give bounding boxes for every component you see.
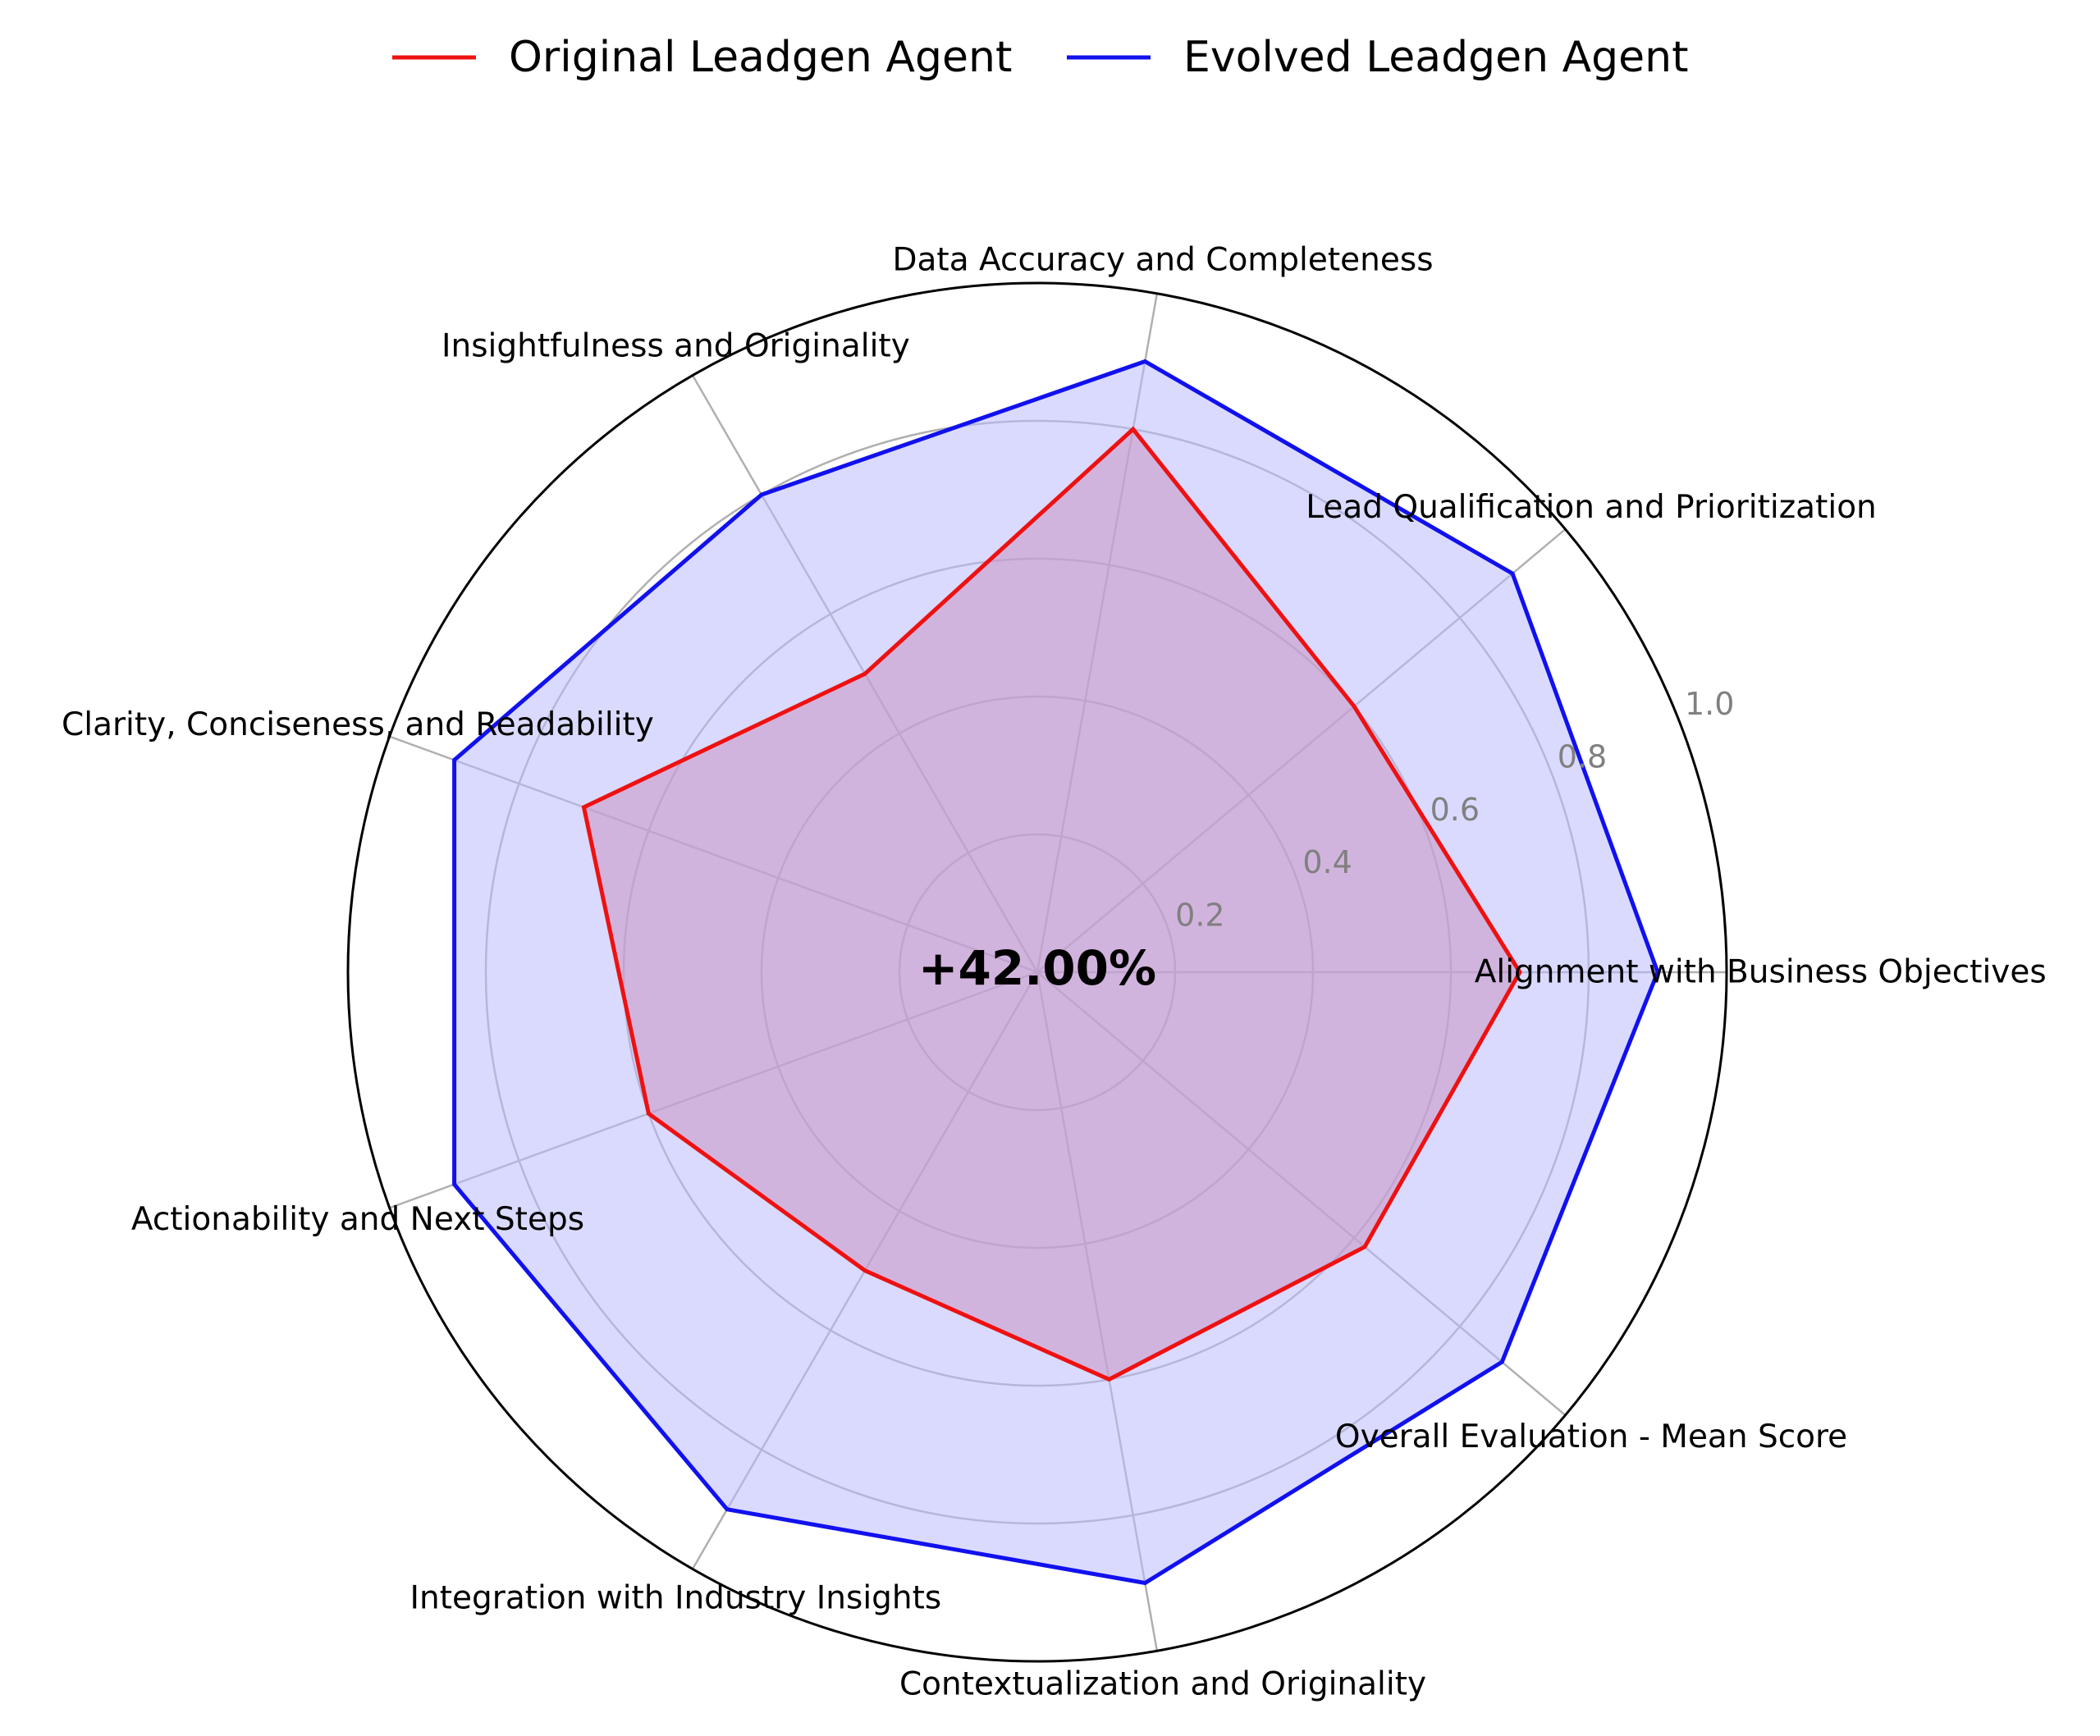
radial-tick-labels: 0.2 0.4 0.6 0.8 1.0 bbox=[1175, 686, 1734, 933]
category-label: Integration with Industry Insights bbox=[410, 1580, 942, 1617]
category-label: Contextualization and Originality bbox=[899, 1665, 1426, 1702]
r-tick-label: 0.8 bbox=[1558, 738, 1607, 774]
outer-frame bbox=[346, 281, 1728, 1663]
category-label: Lead Qualification and Prioritization bbox=[1306, 489, 1877, 526]
r-tick-label: 1.0 bbox=[1685, 686, 1734, 722]
category-label: Data Accuracy and Completeness bbox=[892, 242, 1433, 279]
category-label: Alignment with Business Objectives bbox=[1475, 954, 2047, 991]
r-tick-label: 0.2 bbox=[1175, 897, 1224, 933]
center-annotation: +42.00% bbox=[918, 940, 1156, 996]
series-fill-2 bbox=[454, 361, 1658, 1583]
radar-series bbox=[452, 359, 1660, 1586]
category-label: Insightfulness and Originality bbox=[442, 327, 910, 364]
legend: Original Leadgen Agent Evolved Leadgen Ag… bbox=[392, 33, 1689, 82]
legend-label-2: Evolved Leadgen Agent bbox=[1183, 33, 1689, 82]
category-label: Overall Evaluation - Mean Score bbox=[1335, 1418, 1847, 1455]
r-tick-label: 0.4 bbox=[1302, 844, 1352, 880]
category-label: Actionability and Next Steps bbox=[131, 1201, 584, 1238]
series-line-2 bbox=[452, 359, 1660, 1586]
category-labels: Alignment with Business Objectives Lead Q… bbox=[62, 242, 2047, 1703]
series-line-1 bbox=[581, 426, 1522, 1382]
legend-label-1: Original Leadgen Agent bbox=[509, 33, 1012, 82]
category-label: Clarity, Conciseness, and Readability bbox=[62, 706, 654, 743]
r-tick-label: 0.6 bbox=[1430, 792, 1480, 828]
